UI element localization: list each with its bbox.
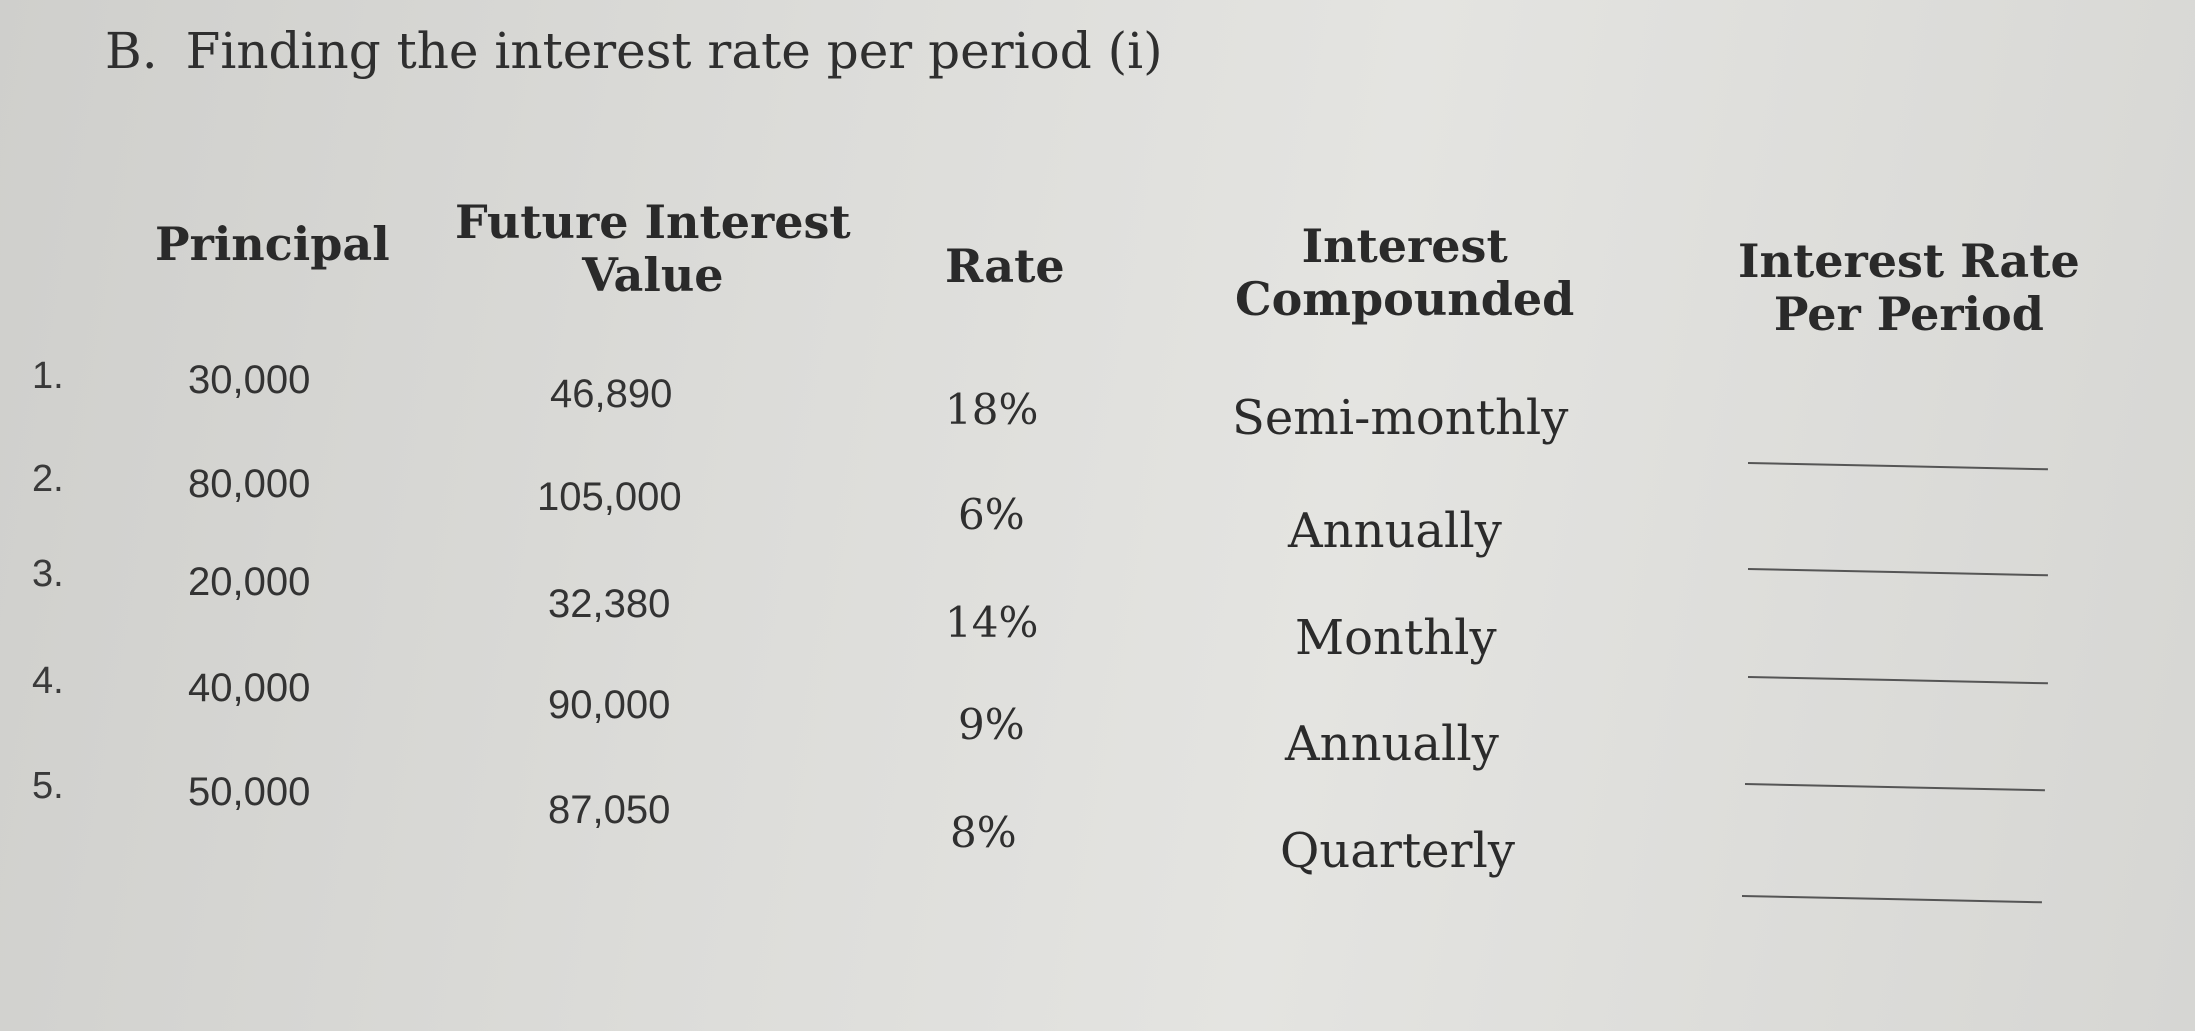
rate-cell: 18% <box>945 385 1039 434</box>
answer-blank[interactable] <box>1747 568 2048 577</box>
header-per-period-line1: Interest Rate <box>1738 234 2080 288</box>
future-value-cell: 105,000 <box>537 475 682 519</box>
future-value-cell: 46,890 <box>550 372 673 416</box>
rate-cell: 9% <box>958 700 1025 749</box>
rate-cell: 14% <box>945 598 1039 647</box>
row-number: 4. <box>32 660 64 702</box>
section-title-text: Finding the interest rate per period (i) <box>185 22 1163 80</box>
future-value-cell: 87,050 <box>548 788 671 832</box>
header-future-value: Future Interest Value <box>455 195 851 303</box>
compounded-cell: Annually <box>1285 716 1499 772</box>
header-compounded-line2: Compounded <box>1235 272 1575 327</box>
section-title: B. Finding the interest rate per period (… <box>105 22 1163 80</box>
header-principal-text: Principal <box>155 217 390 271</box>
header-compounded: Interest Compounded <box>1235 219 1575 327</box>
compounded-cell: Semi-monthly <box>1232 390 1569 446</box>
answer-blank[interactable] <box>1747 676 2048 685</box>
rate-cell: 6% <box>958 490 1025 539</box>
compounded-cell: Quarterly <box>1280 823 1515 879</box>
header-principal: Principal <box>155 217 390 271</box>
principal-cell: 40,000 <box>188 666 311 710</box>
row-number: 1. <box>32 355 64 397</box>
principal-cell: 50,000 <box>188 770 311 814</box>
future-value-cell: 90,000 <box>548 683 671 727</box>
header-rate-text: Rate <box>945 239 1065 293</box>
header-per-period-line2: Per Period <box>1773 287 2044 342</box>
row-number: 5. <box>32 765 64 807</box>
answer-blank[interactable] <box>1744 783 2045 792</box>
header-rate: Rate <box>945 239 1065 293</box>
rate-cell: 8% <box>950 808 1017 857</box>
compounded-cell: Annually <box>1288 503 1502 559</box>
answer-blank[interactable] <box>1747 462 2048 471</box>
compounded-cell: Monthly <box>1295 610 1497 666</box>
row-number: 3. <box>32 553 64 595</box>
answer-blank[interactable] <box>1741 895 2042 904</box>
section-letter: B. <box>105 22 158 80</box>
row-number: 2. <box>32 458 64 500</box>
principal-cell: 80,000 <box>188 462 311 506</box>
principal-cell: 30,000 <box>188 358 311 402</box>
future-value-cell: 32,380 <box>548 582 671 626</box>
header-future-value-line2: Value <box>582 248 724 303</box>
header-future-value-line1: Future Interest <box>455 195 851 249</box>
header-compounded-line1: Interest <box>1301 219 1508 273</box>
header-per-period: Interest Rate Per Period <box>1738 234 2080 342</box>
principal-cell: 20,000 <box>188 560 311 604</box>
